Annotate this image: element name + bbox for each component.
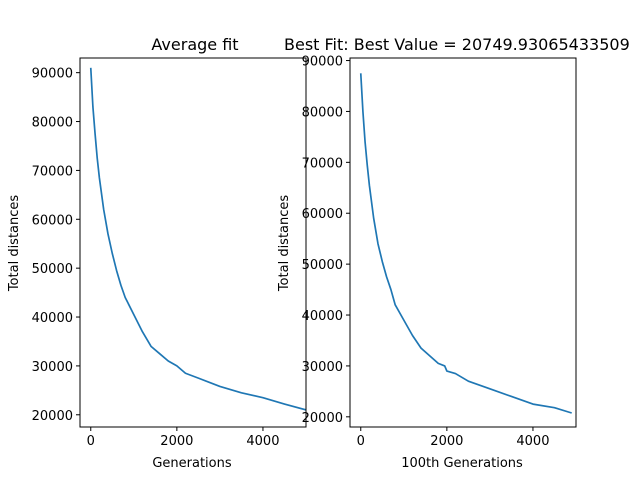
best-fit-y-tick-label: 70000 xyxy=(302,156,343,171)
best-fit-y-axis-label: Total distances xyxy=(277,195,292,293)
best-fit-y-tick-label: 30000 xyxy=(302,360,343,375)
average-fit-y-tick-label: 30000 xyxy=(32,360,73,375)
best-fit-y-tick-label: 60000 xyxy=(302,207,343,222)
average-fit-y-tick-label: 20000 xyxy=(32,409,73,424)
best-fit-x-tick-label: 4000 xyxy=(516,434,549,449)
average-fit-x-tick-label: 4000 xyxy=(246,434,279,449)
best-fit-y-tick-label: 20000 xyxy=(302,411,343,426)
best-fit-chart: Best Fit: Best Value = 20749.93065433509… xyxy=(277,35,630,471)
best-fit-title: Best Fit: Best Value = 20749.93065433509 xyxy=(284,35,630,54)
average-fit-series-line xyxy=(89,67,306,411)
best-fit-x-tick-label: 0 xyxy=(357,434,365,449)
average-fit-y-tick-label: 40000 xyxy=(32,311,73,326)
best-fit-plot-area: 0 2000 4000 20000 30000 40000 50000 60000 70000 8… xyxy=(302,55,577,449)
best-fit-axes-frame xyxy=(349,57,577,428)
average-fit-x-axis-label: Generations xyxy=(152,456,232,471)
average-fit-x-tick-label: 0 xyxy=(87,434,95,449)
average-fit-chart: Average fit 0 2000 4000 20000 30000 40000 5000… xyxy=(7,35,307,471)
best-fit-x-axis-label: 100th Generations xyxy=(401,456,523,471)
average-fit-y-tick-label: 90000 xyxy=(32,67,73,82)
average-fit-y-axis-label: Total distances xyxy=(7,195,22,293)
best-fit-y-tick-label: 40000 xyxy=(302,309,343,324)
average-fit-axes-frame xyxy=(79,57,307,428)
best-fit-y-tick-label: 50000 xyxy=(302,258,343,273)
average-fit-title: Average fit xyxy=(151,35,238,54)
average-fit-plot-area: 0 2000 4000 20000 30000 40000 50000 60000 70000 8… xyxy=(32,57,307,449)
average-fit-x-tick-label: 2000 xyxy=(160,434,193,449)
average-fit-y-tick-label: 60000 xyxy=(32,213,73,228)
best-fit-x-tick-label: 2000 xyxy=(430,434,463,449)
average-fit-y-tick-label: 70000 xyxy=(32,164,73,179)
best-fit-y-tick-label: 80000 xyxy=(302,105,343,120)
average-fit-y-tick-label: 50000 xyxy=(32,262,73,277)
best-fit-y-tick-label: 90000 xyxy=(302,55,343,70)
best-fit-series-line xyxy=(359,73,572,414)
average-fit-y-tick-label: 80000 xyxy=(32,116,73,131)
